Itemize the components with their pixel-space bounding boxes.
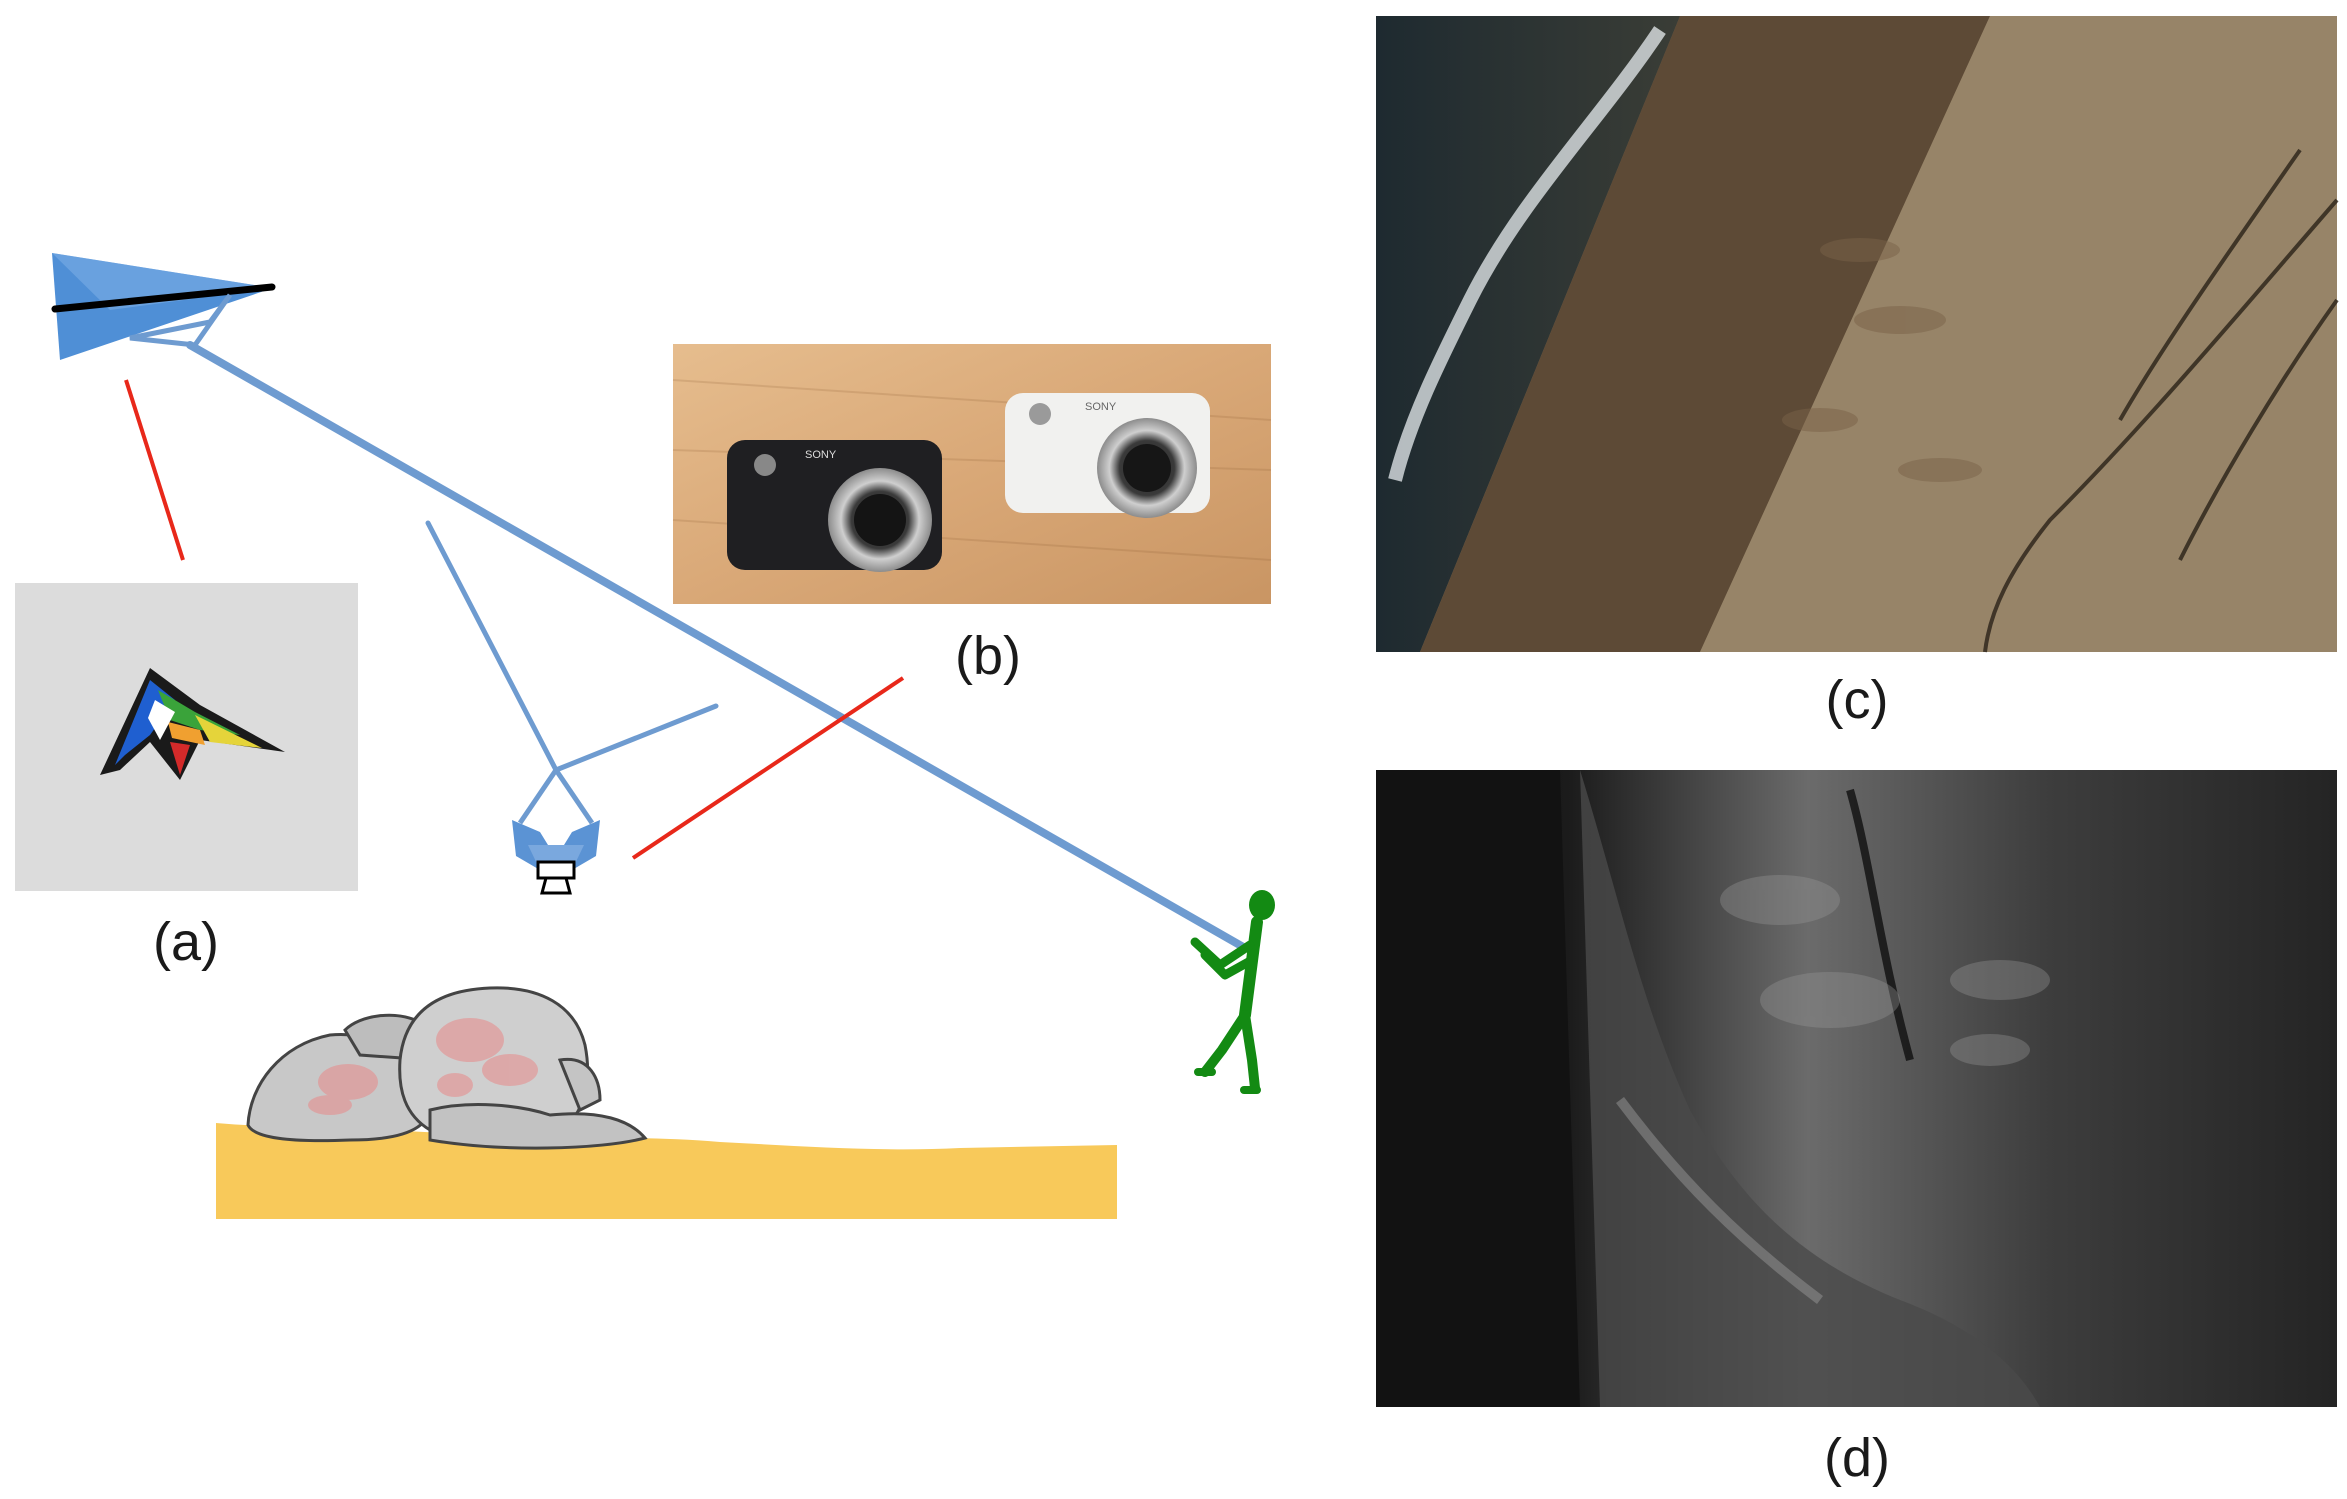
panel-c-colour-aerial-photo [1376, 16, 2339, 653]
panel-a-label: (a) [153, 912, 219, 972]
beach-scene [216, 986, 1117, 1219]
camera-rig [512, 768, 600, 895]
black-camera-brand: SONY [805, 449, 837, 461]
panel-b-label: (b) [955, 626, 1021, 686]
rock-outcrop [246, 986, 648, 1150]
kite-callout-line [124, 379, 185, 561]
black-camera: SONY [727, 440, 942, 572]
camera-callout-line [631, 676, 905, 860]
white-camera-brand: SONY [1085, 401, 1117, 413]
kite-operator-figure [1190, 890, 1275, 1094]
white-camera: SONY [1005, 393, 1210, 518]
panel-c-label: (c) [1826, 670, 1889, 730]
panel-b-cameras-photo: SONY SONY [672, 344, 1272, 604]
panel-d-label: (d) [1824, 1428, 1890, 1488]
kite-tether [186, 341, 1249, 952]
lichen-patches [308, 1018, 538, 1115]
rock-cracks [1983, 148, 2339, 653]
delta-kite [51, 253, 276, 360]
panel-a-kite-photo [15, 583, 358, 891]
panel-d-greyscale-image [1376, 770, 2337, 1407]
flying-kite-image [100, 668, 285, 780]
